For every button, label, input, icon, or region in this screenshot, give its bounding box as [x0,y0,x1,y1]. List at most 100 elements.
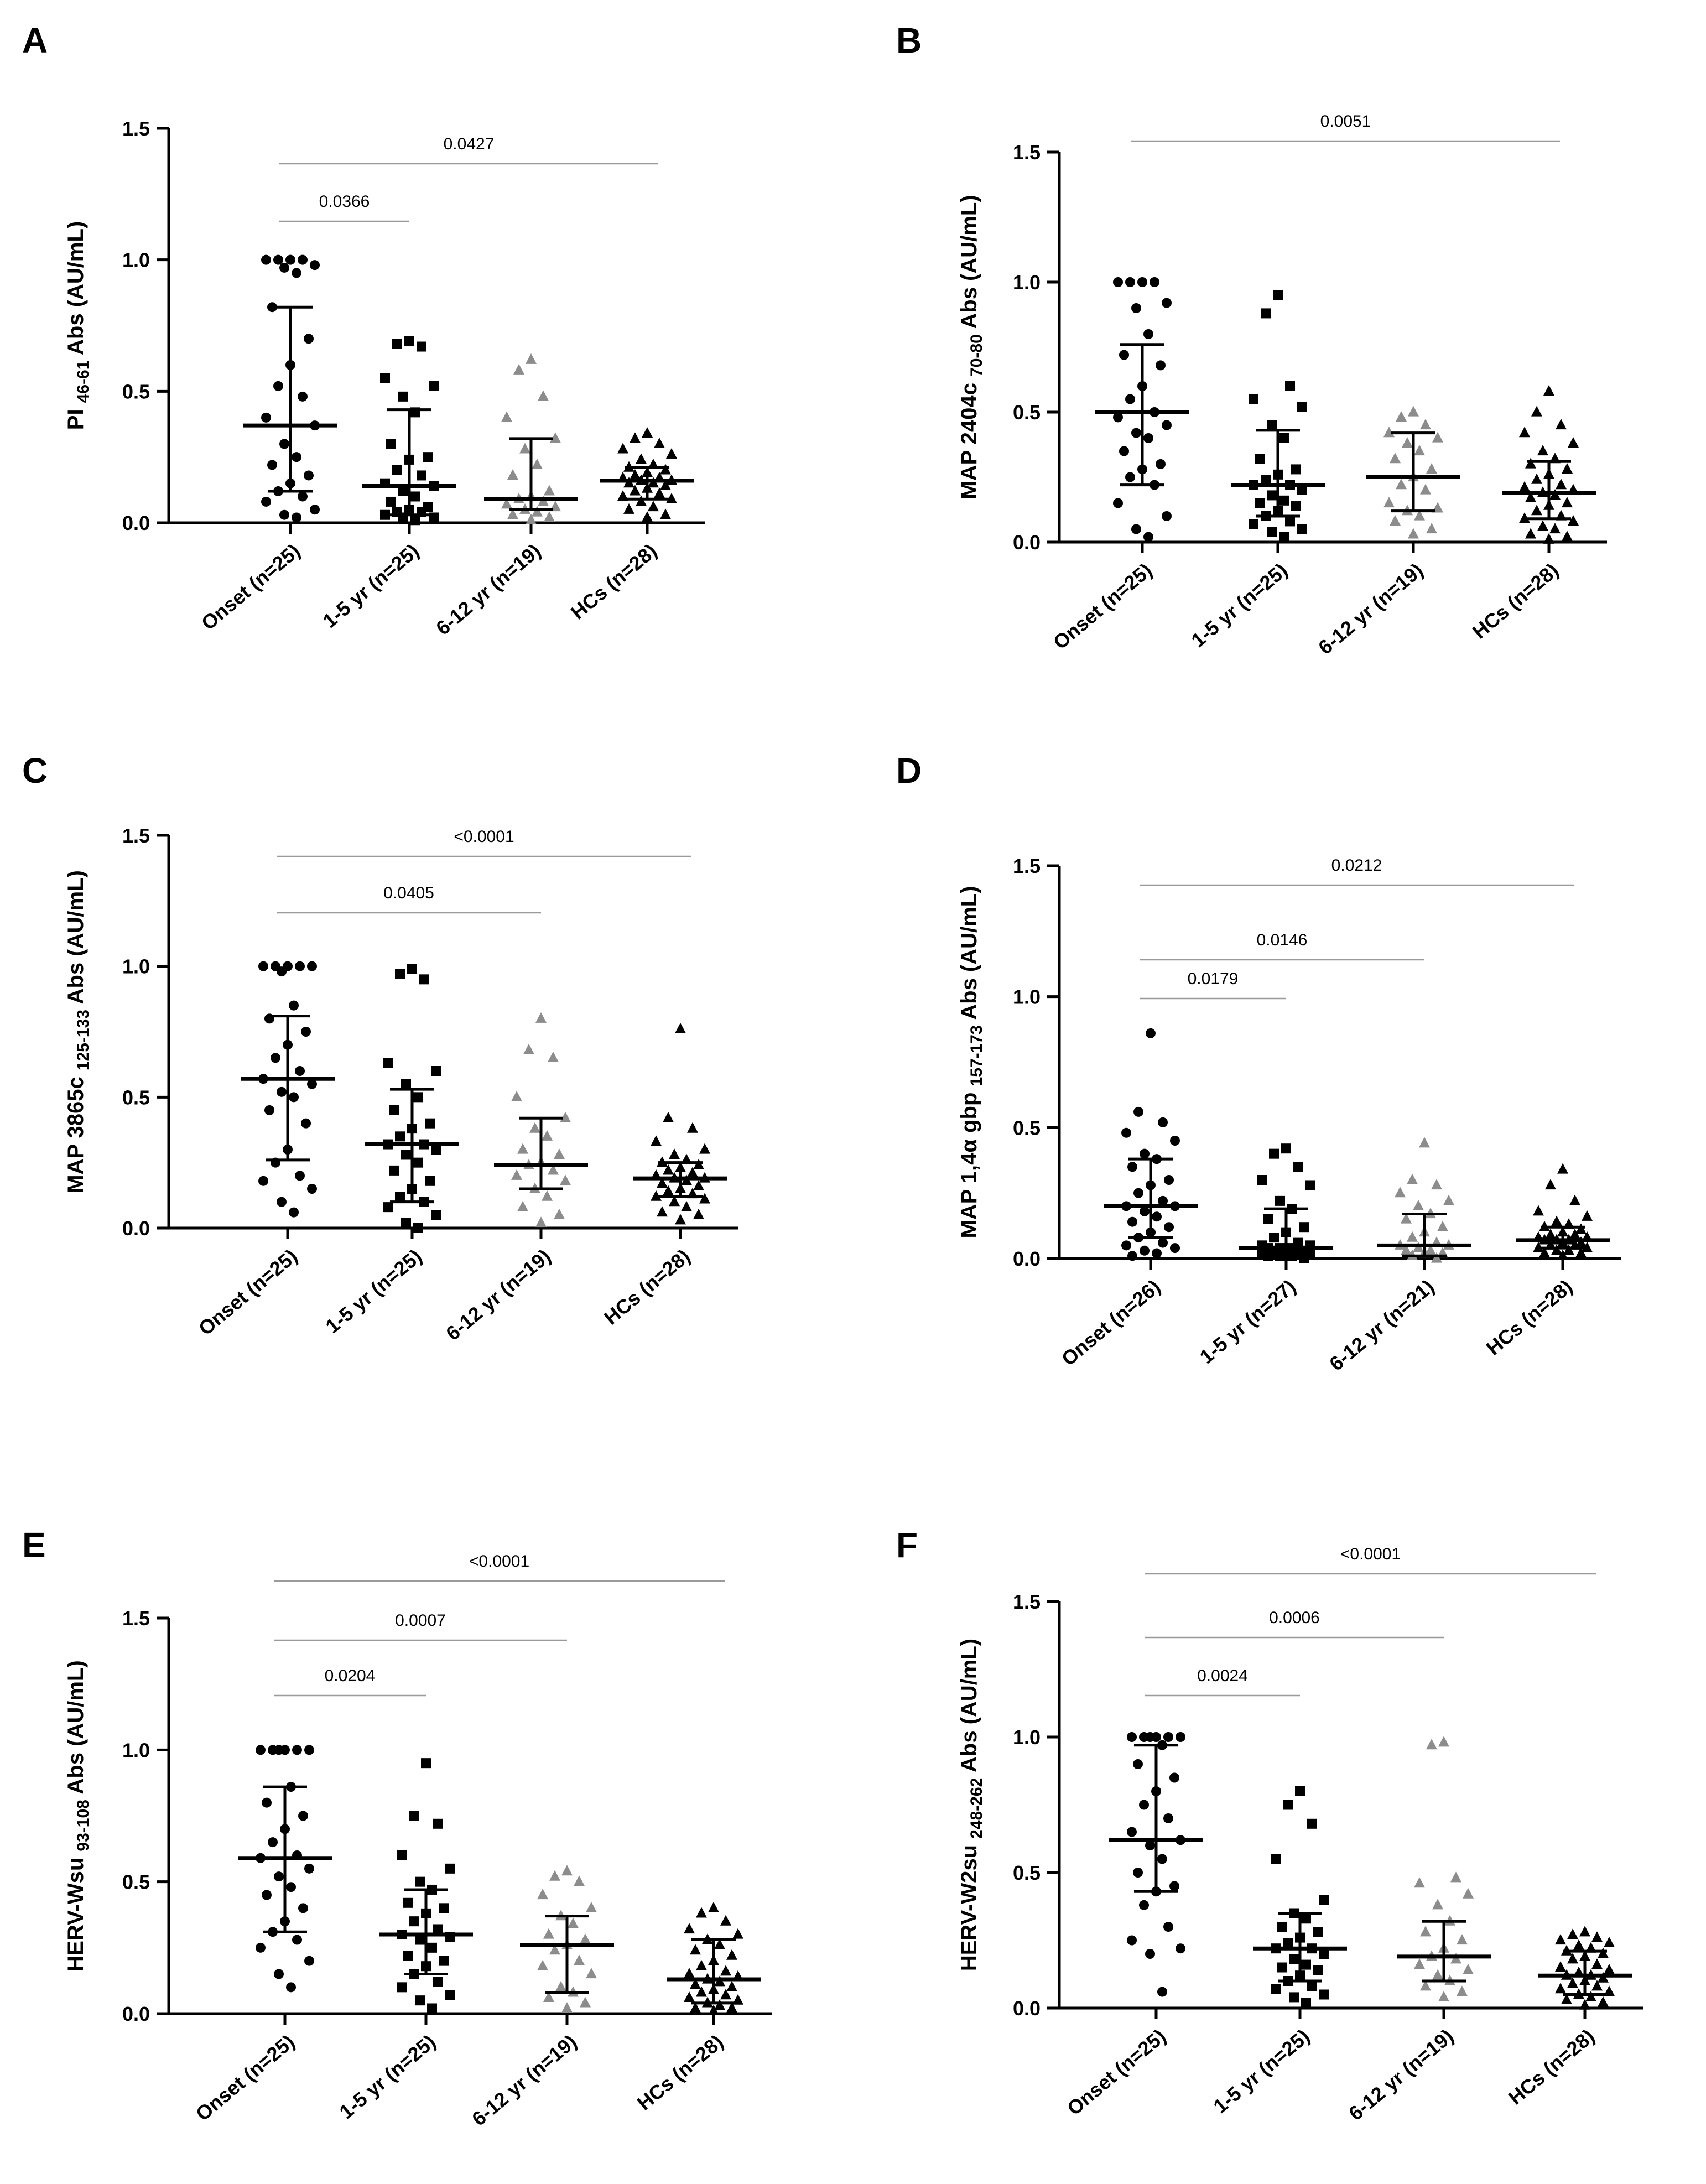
data-point [1407,1231,1418,1242]
series-3 [494,1012,588,1228]
data-point [1119,350,1129,360]
data-point [262,1890,272,1900]
data-point [1443,1194,1454,1205]
data-point [1543,533,1554,544]
data-point [1562,531,1573,542]
y-tick-label: 0.0 [1013,531,1041,554]
data-point [529,1122,540,1133]
data-point [1145,1732,1155,1742]
data-point [535,1216,547,1228]
data-point [1297,402,1307,412]
p-value-label: 0.0427 [444,135,495,153]
data-point [550,432,561,443]
data-point [663,1185,674,1196]
data-point [1568,515,1579,526]
data-point [256,1745,266,1755]
data-point [404,336,414,347]
data-point [413,1092,423,1103]
data-point [517,1200,528,1211]
y-axis-label-unit: Abs (AU/mL) [64,1660,88,1800]
data-point [544,511,555,522]
p-value-label: 0.0179 [1188,970,1239,988]
data-point [696,1959,707,1970]
data-point [1133,1106,1143,1117]
data-point [429,381,439,391]
y-tick-label: 0.0 [122,2003,150,2025]
data-point [1537,520,1548,531]
data-point [666,448,677,459]
data-point [1420,419,1431,430]
data-point [1319,1989,1329,2000]
x-category-label: Onset (n=25) [1063,2025,1170,2120]
data-point [1562,497,1573,508]
data-point [1295,1786,1305,1796]
data-point [304,334,314,344]
data-point [304,1745,314,1755]
y-axis-label-subscript: 70-80 [968,334,986,377]
data-point [279,262,289,273]
data-point [301,1027,311,1037]
data-point [392,339,402,349]
data-point [693,1159,704,1169]
data-point [1169,1881,1179,1891]
p-value-label: 0.0024 [1197,1667,1248,1685]
p-value-label: 0.0212 [1331,856,1382,875]
data-point [586,1968,597,1979]
data-point [657,1206,668,1217]
data-point [1133,1868,1143,1878]
series-4 [633,1022,727,1225]
data-point [268,1837,278,1848]
data-point [1127,1732,1137,1742]
y-axis-label-main: MAP 1,4α gbp [957,1086,981,1238]
data-point [1604,1964,1615,1974]
y-axis-label: HERV-W2su 248-262 Abs (AU/mL) [957,1639,986,1971]
data-point [427,1942,437,1953]
data-point [1537,445,1548,456]
data-point [301,1118,311,1129]
y-axis-label-unit: Abs (AU/mL) [957,886,981,1026]
data-point [1255,498,1265,508]
data-point [258,1176,268,1186]
data-point [1297,524,1307,534]
x-category-label: HCs (n=28) [1504,2025,1599,2109]
data-point [687,1167,698,1178]
data-point [561,2002,573,2013]
data-point [292,452,301,462]
x-category-label: 6-12 yr (n=21) [1325,1275,1438,1375]
data-point [1531,405,1542,417]
data-point [1519,427,1530,438]
p-value-label: 0.0405 [383,884,434,902]
data-point [636,495,647,506]
panel-b: B 0.0 0.5 1.0 1.5 MAP 2404c 70-80 Abs (AU/mL)… [896,20,1607,659]
data-point [439,1956,449,1966]
data-point [1457,1985,1468,1996]
data-point [1301,1913,1311,1924]
data-point [1591,1958,1603,1969]
data-point [1533,1241,1544,1252]
data-point [732,1928,743,1939]
data-point [657,1177,668,1188]
panel-letter: E [22,1525,46,1565]
data-point [1463,1887,1474,1899]
data-point [256,1942,266,1953]
data-point [273,381,283,391]
data-point [1313,1927,1323,1937]
p-value-label: 0.0366 [319,193,370,211]
data-point [1275,1195,1285,1206]
series-4 [600,427,694,522]
series-4 [667,1901,761,2015]
y-axis-label: MAP 2404c 70-80 Abs (AU/mL) [957,195,986,499]
data-point [1567,1953,1578,1964]
data-point [1279,532,1289,542]
data-point [642,427,653,438]
data-point [1157,1854,1167,1864]
data-point [279,439,289,449]
data-point [1561,1993,1572,2004]
data-point [538,390,549,401]
x-category-label: Onset (n=26) [1057,1275,1164,1370]
data-point [445,1863,455,1874]
data-point [1267,490,1277,501]
y-tick-label: 1.0 [1013,1726,1041,1749]
data-point [1137,277,1147,287]
y-axis-label-unit: Abs (AU/mL) [64,221,88,361]
